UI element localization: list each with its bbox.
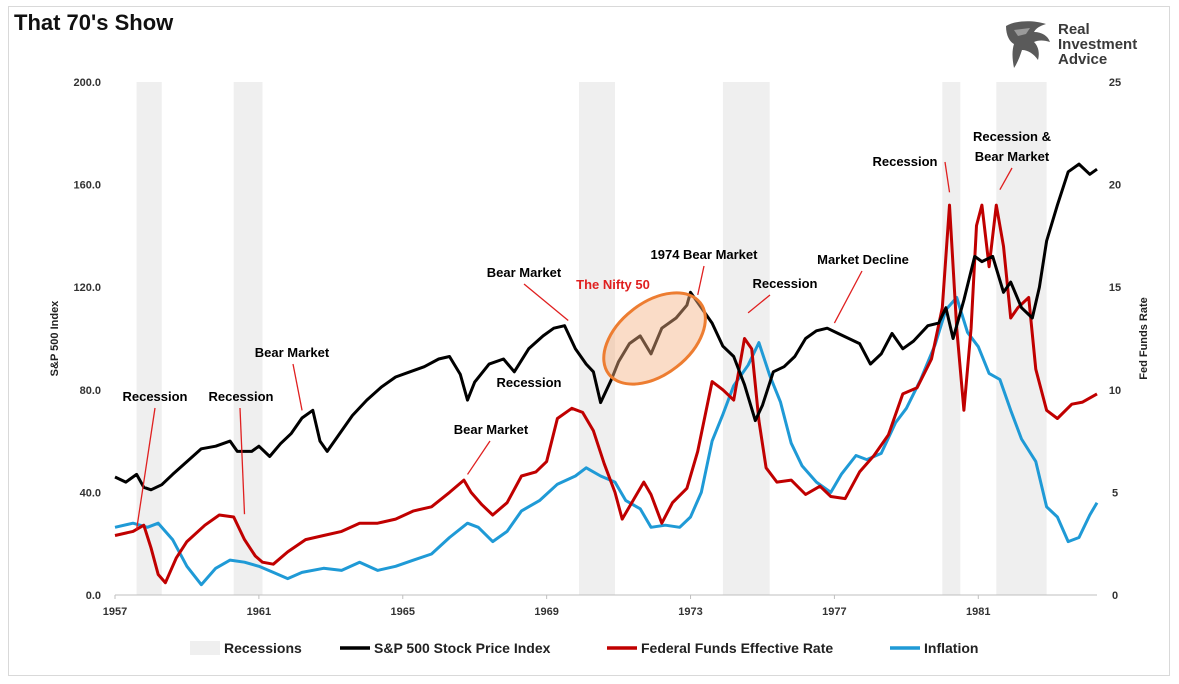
y-right-tick-label: 25	[1109, 77, 1121, 89]
x-tick-label: 1981	[966, 606, 990, 618]
annotation-leader-line	[292, 363, 303, 411]
annotation-leader-line	[523, 283, 569, 322]
annotation-label: The Nifty 50	[576, 277, 650, 292]
y-left-tick-label: 40.0	[80, 487, 101, 499]
annotation-leader-line	[697, 265, 705, 296]
legend-label: Recessions	[224, 640, 302, 656]
annotation-label: Bear Market	[975, 149, 1050, 164]
legend-label: Federal Funds Effective Rate	[641, 640, 833, 656]
logo-line-2: Investment	[1058, 36, 1138, 53]
recession-band-0	[136, 82, 162, 595]
annotation-label: Recession	[496, 375, 561, 390]
recession-band-1	[233, 82, 263, 595]
y-left-tick-label: 200.0	[73, 77, 101, 89]
logo-line-3: Advice	[1058, 51, 1108, 68]
recession-bands	[136, 82, 1047, 595]
x-tick-label: 1957	[103, 606, 127, 618]
annotation-label: Market Decline	[817, 252, 909, 267]
logo-line-1: Real	[1058, 21, 1090, 38]
recession-band-4	[942, 82, 961, 595]
y-right-axis-label: Fed Funds Rate	[1138, 297, 1150, 380]
annotation-label: Recession	[122, 389, 187, 404]
x-tick-label: 1969	[534, 606, 558, 618]
x-tick-label: 1973	[678, 606, 702, 618]
nifty-50-highlight-ellipse	[602, 291, 707, 386]
y-right-tick-label: 5	[1112, 487, 1118, 499]
annotation-label: Bear Market	[454, 422, 529, 437]
y-left-tick-label: 80.0	[80, 385, 101, 397]
real-investment-advice-logo: Real Investment Advice	[1000, 18, 1160, 70]
annotation-label: Recession &	[973, 129, 1051, 144]
x-tick-label: 1965	[391, 606, 415, 618]
axes: 0.0 40.0 80.0 120.0 160.0 200.0 0 5 10 15 20 25 1957…	[49, 77, 1150, 618]
legend-swatch-recessions	[190, 641, 220, 655]
series-lines	[114, 162, 1099, 587]
annotation-leader-line	[466, 440, 491, 475]
annotation-label: Bear Market	[487, 265, 562, 280]
logo-text: Real Investment Advice	[1058, 22, 1137, 67]
x-tick-label: 1977	[822, 606, 846, 618]
y-left-tick-label: 160.0	[73, 180, 101, 192]
annotation-label: 1974 Bear Market	[651, 247, 759, 262]
x-tick-label: 1961	[247, 606, 271, 618]
annotations: Recession Recession Bear Market Bear Market…	[122, 129, 1051, 530]
annotation-label: Recession	[752, 276, 817, 291]
series-line-inflation	[114, 296, 1099, 587]
annotation-leader-line	[944, 161, 951, 193]
y-left-tick-label: 120.0	[73, 282, 101, 294]
y-right-tick-label: 10	[1109, 385, 1121, 397]
annotation-leader-line	[833, 270, 863, 324]
y-right-tick-label: 15	[1109, 282, 1121, 294]
annotation-label: Recession	[208, 389, 273, 404]
annotation-leader-line	[239, 407, 246, 515]
annotation-label: Bear Market	[255, 345, 330, 360]
y-left-axis-label: S&P 500 Index	[49, 300, 61, 376]
eagle-logo-icon	[1006, 21, 1050, 68]
legend-label: S&P 500 Stock Price Index	[374, 640, 551, 656]
chart-title: That 70's Show	[14, 10, 174, 35]
annotation-leader-line	[135, 407, 156, 530]
annotation-label: Recession	[872, 154, 937, 169]
y-right-tick-label: 20	[1109, 180, 1121, 192]
series-line-federal-funds-effective-rate	[114, 203, 1098, 585]
series-line-s-p-500-stock-price-index	[114, 162, 1098, 492]
y-left-tick-label: 0.0	[86, 590, 101, 602]
annotation-leader-line	[999, 167, 1013, 191]
legend: Recessions S&P 500 Stock Price Index Feder…	[190, 640, 978, 656]
y-right-tick-label: 0	[1112, 590, 1118, 602]
annotation-leader-line	[747, 294, 771, 314]
recession-band-5	[996, 82, 1047, 595]
legend-label: Inflation	[924, 640, 978, 656]
